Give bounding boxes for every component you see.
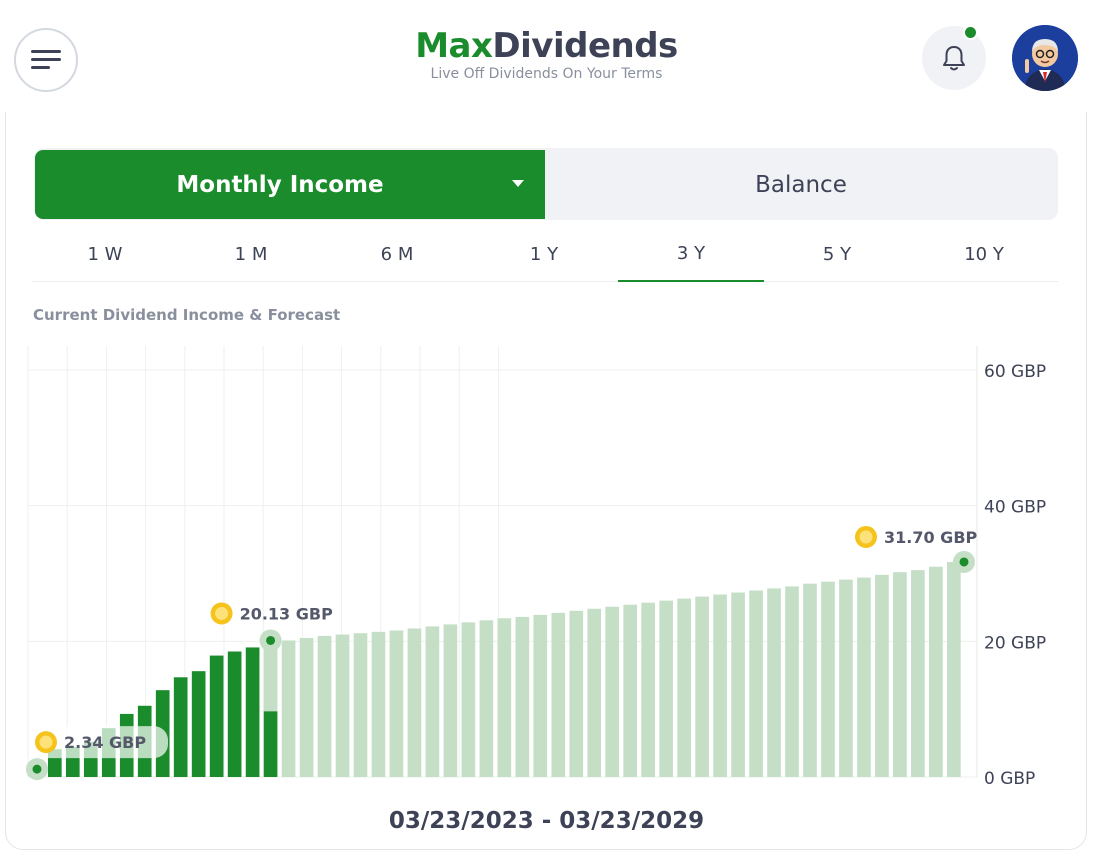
annotation-label: 2.34 GBP (64, 733, 146, 752)
bar-forecast[interactable] (713, 594, 727, 777)
y-tick-label: 20 GBP (984, 633, 1046, 653)
hamburger-menu-icon (31, 50, 61, 70)
menu-button[interactable] (14, 28, 78, 92)
bar-forecast[interactable] (353, 633, 368, 777)
annotation-background (32, 726, 168, 759)
coin-icon-inner (859, 530, 873, 544)
logo-part-max: Max (415, 26, 493, 66)
avatar-illustration (1012, 25, 1078, 91)
bar-forecast[interactable] (515, 616, 530, 777)
bar-forecast[interactable] (299, 637, 314, 777)
bar-forecast[interactable] (407, 628, 422, 777)
coin-icon-inner (215, 606, 229, 620)
bar-forecast[interactable] (731, 592, 745, 777)
tab-1w[interactable]: 1 W (87, 243, 123, 265)
balance-option[interactable]: Balance (755, 171, 847, 198)
bar-forecast[interactable] (335, 634, 350, 777)
bar-forecast[interactable] (389, 630, 404, 777)
bar-forecast[interactable] (479, 620, 494, 777)
bar-forecast[interactable] (425, 626, 440, 777)
income-chart: 0 GBP 20 GBP 40 GBP 60 GBP 2.34 GBP 20.13 GBP… (26, 346, 1046, 789)
bar-forecast[interactable] (461, 622, 476, 777)
bar-forecast[interactable] (659, 600, 673, 777)
notification-dot (963, 25, 978, 40)
bar-forecast-overlap (263, 640, 278, 712)
annotation-label: 31.70 GBP (884, 528, 978, 547)
chart-title: Current Dividend Income & Forecast (33, 306, 341, 324)
bar-forecast[interactable] (497, 618, 512, 777)
bar-actual[interactable] (245, 647, 260, 777)
bar-actual[interactable] (191, 671, 206, 777)
bell-icon (943, 46, 965, 71)
bar-forecast[interactable] (587, 608, 602, 777)
bar-forecast[interactable] (623, 604, 638, 777)
view-toggle: Monthly Income Balance (34, 148, 1058, 220)
app-header: MaxDividends Live Off Dividends On Your … (0, 0, 1093, 120)
brand: MaxDividends Live Off Dividends On Your … (0, 26, 1093, 82)
data-point-marker[interactable] (32, 764, 42, 774)
bar-forecast[interactable] (677, 598, 691, 777)
logo-part-dividends: Dividends (492, 26, 678, 66)
bar-forecast[interactable] (281, 640, 296, 777)
avatar[interactable] (1012, 25, 1078, 91)
bar-forecast[interactable] (443, 624, 458, 777)
bar-forecast[interactable] (911, 570, 925, 777)
data-point-marker[interactable] (959, 557, 969, 567)
annotation-label: 20.13 GBP (240, 604, 334, 623)
y-tick-label: 60 GBP (984, 362, 1046, 382)
bar-forecast[interactable] (605, 606, 620, 777)
date-range: 03/23/2023 - 03/23/2029 (388, 808, 705, 834)
bar-actual[interactable] (209, 655, 224, 777)
bar-forecast[interactable] (821, 581, 835, 777)
tab-1m[interactable]: 1 M (234, 243, 268, 265)
bar-forecast[interactable] (875, 574, 889, 777)
chevron-down-icon[interactable] (512, 180, 524, 187)
bar-forecast[interactable] (551, 612, 566, 777)
tab-5y[interactable]: 5 Y (822, 243, 852, 265)
bar-forecast[interactable] (371, 631, 386, 777)
bar-forecast[interactable] (803, 583, 817, 777)
bar-forecast[interactable] (767, 588, 781, 777)
period-tabs: 1 W 1 M 6 M 1 Y 3 Y 5 Y 10 Y (32, 226, 1058, 282)
bar-forecast[interactable] (839, 579, 853, 777)
y-tick-label: 0 GBP (984, 769, 1035, 789)
logo[interactable]: MaxDividends (0, 26, 1093, 66)
tab-6m[interactable]: 6 M (380, 243, 414, 265)
bar-forecast[interactable] (317, 635, 332, 777)
y-tick-label: 40 GBP (984, 498, 1046, 518)
bar-forecast[interactable] (569, 610, 584, 777)
bar-actual[interactable] (227, 651, 242, 777)
bar-forecast[interactable] (641, 602, 656, 777)
monthly-income-label: Monthly Income (176, 171, 384, 198)
monthly-income-option[interactable]: Monthly Income (35, 150, 545, 219)
data-point-marker[interactable] (266, 635, 276, 645)
bar-actual[interactable] (173, 677, 188, 777)
bar-forecast[interactable] (695, 596, 709, 777)
bar-forecast[interactable] (893, 572, 907, 777)
bar-forecast[interactable] (857, 577, 871, 777)
bar-forecast[interactable] (785, 586, 799, 777)
coin-icon-inner (39, 735, 53, 749)
tab-10y[interactable]: 10 Y (964, 243, 1004, 265)
bar-forecast[interactable] (929, 566, 943, 777)
bar-forecast[interactable] (533, 614, 548, 777)
bar-actual[interactable] (263, 711, 278, 777)
bar-forecast[interactable] (947, 561, 961, 777)
tab-1y[interactable]: 1 Y (529, 243, 559, 265)
tagline: Live Off Dividends On Your Terms (430, 66, 663, 82)
tab-3y[interactable]: 3 Y (618, 226, 764, 282)
bar-forecast[interactable] (749, 590, 763, 777)
